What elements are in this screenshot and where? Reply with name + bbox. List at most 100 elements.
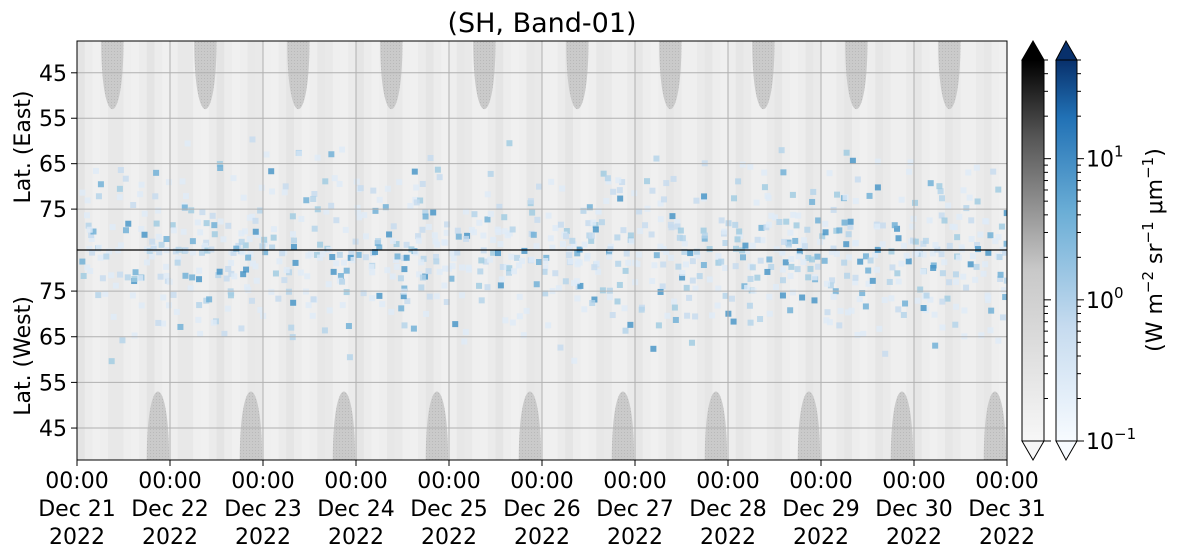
aurora-cell — [609, 312, 616, 319]
aurora-cell — [434, 241, 441, 248]
aurora-cell — [588, 237, 595, 244]
aurora-cell — [252, 217, 259, 224]
aurora-cell — [833, 227, 840, 234]
aurora-cell — [631, 190, 638, 197]
aurora-cell — [743, 247, 750, 254]
aurora-cell — [742, 242, 749, 249]
aurora-cell — [826, 170, 833, 177]
aurora-cell — [725, 220, 732, 227]
aurora-cell — [972, 276, 979, 283]
aurora-cell — [782, 259, 789, 266]
aurora-cell — [80, 272, 87, 279]
aurora-cell — [581, 306, 588, 313]
y-tick-label: 75 — [39, 198, 67, 223]
aurora-cell — [84, 197, 91, 204]
aurora-cell — [995, 234, 1002, 241]
aurora-cell — [732, 263, 739, 270]
aurora-cell — [953, 303, 960, 310]
aurora-cell — [79, 189, 86, 196]
aurora-cell — [852, 274, 859, 281]
aurora-cell — [732, 221, 739, 228]
aurora-cell — [490, 236, 497, 243]
aurora-cell — [203, 220, 210, 227]
aurora-cell — [676, 234, 683, 241]
aurora-cell — [675, 263, 682, 270]
aurora-cell — [534, 216, 541, 223]
aurora-cell — [912, 238, 919, 245]
aurora-cell — [281, 189, 288, 196]
aurora-cell — [939, 195, 946, 202]
aurora-cell — [86, 226, 93, 233]
aurora-cell — [715, 285, 722, 292]
aurora-cell — [953, 278, 960, 285]
aurora-cell — [242, 228, 249, 235]
aurora-cell — [585, 220, 592, 227]
aurora-cell — [562, 278, 569, 285]
aurora-cell — [506, 269, 513, 276]
aurora-cell — [847, 223, 854, 230]
aurora-cell — [152, 193, 159, 200]
aurora-cell — [516, 293, 523, 300]
aurora-cell — [314, 154, 321, 161]
aurora-cell — [401, 285, 408, 292]
aurora-cell — [388, 308, 395, 315]
aurora-cell — [889, 264, 896, 271]
aurora-cell — [747, 163, 754, 170]
aurora-cell — [230, 249, 237, 256]
aurora-cell — [393, 263, 400, 270]
aurora-cell — [542, 258, 549, 265]
aurora-cell — [339, 302, 346, 309]
aurora-cell — [788, 263, 795, 270]
aurora-cell — [527, 198, 534, 205]
aurora-cell — [987, 232, 994, 239]
aurora-cell — [285, 288, 292, 295]
aurora-cell — [419, 180, 426, 187]
aurora-cell — [603, 197, 610, 204]
aurora-cell — [822, 229, 829, 236]
aurora-cell — [559, 241, 566, 248]
aurora-cell — [181, 204, 188, 211]
aurora-cell — [895, 306, 902, 313]
aurora-cell — [125, 220, 132, 227]
aurora-cell — [735, 178, 742, 185]
aurora-cell — [619, 179, 626, 186]
aurora-cell — [462, 208, 469, 215]
aurora-cell — [660, 196, 667, 203]
aurora-cell — [701, 235, 708, 242]
aurora-cell — [852, 198, 859, 205]
aurora-cell — [433, 293, 440, 300]
aurora-cell — [455, 233, 462, 240]
aurora-cell — [155, 207, 162, 214]
night-region-east — [659, 41, 682, 110]
aurora-cell — [722, 292, 729, 299]
aurora-cell — [663, 248, 670, 255]
aurora-cell — [323, 208, 330, 215]
aurora-cell — [545, 212, 552, 219]
aurora-cell — [169, 222, 176, 229]
aurora-cell — [939, 270, 946, 277]
aurora-cell — [715, 253, 722, 260]
aurora-cell — [454, 227, 461, 234]
aurora-cell — [683, 284, 690, 291]
aurora-cell — [922, 237, 929, 244]
aurora-cell — [304, 273, 311, 280]
aurora-cell — [570, 241, 577, 248]
aurora-cell — [407, 203, 414, 210]
aurora-cell — [132, 269, 139, 276]
aurora-cell — [533, 281, 540, 288]
aurora-cell — [501, 228, 508, 235]
aurora-cell — [549, 244, 556, 251]
aurora-cell — [345, 323, 352, 330]
aurora-cell — [211, 231, 218, 238]
aurora-cell — [384, 185, 391, 192]
aurora-cell — [946, 279, 953, 286]
aurora-cell — [968, 217, 975, 224]
aurora-cell — [106, 248, 113, 255]
aurora-cell — [997, 271, 1004, 278]
aurora-cell — [920, 305, 927, 312]
aurora-cell — [730, 318, 737, 325]
aurora-cell — [459, 264, 466, 271]
x-tick-label: 00:00 Dec 30 2022 — [875, 469, 953, 550]
aurora-cell — [376, 292, 383, 299]
aurora-cell — [701, 193, 708, 200]
